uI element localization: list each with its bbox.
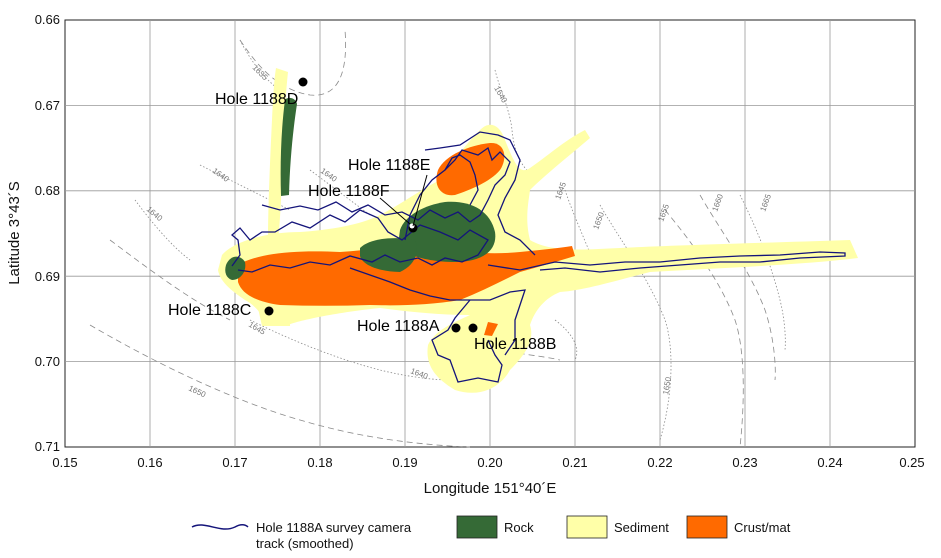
legend: Hole 1188A survey camera track (smoothed…: [191, 515, 791, 551]
callout-lines: [379, 174, 428, 227]
legend-track-label-line2: track (smoothed): [256, 536, 354, 551]
contour-line: [664, 209, 744, 448]
x-tick-label: 0.23: [732, 455, 757, 470]
legend-sediment-label: Sediment: [614, 520, 669, 535]
x-tick-label: 0.16: [137, 455, 162, 470]
y-tick-label: 0.68: [35, 183, 60, 198]
y-tick-label: 0.66: [35, 12, 60, 27]
camera-track: [230, 131, 846, 383]
x-tick-label: 0.22: [647, 455, 672, 470]
x-tick-label: 0.24: [817, 455, 842, 470]
contour-label-1650: 1650: [661, 376, 673, 396]
hole-label-1188D: Hole 1188D: [215, 91, 298, 108]
y-tick-label: 0.70: [35, 354, 60, 369]
camera-track-line: [431, 299, 503, 383]
hole-label-1188E: Hole 1188E: [348, 157, 430, 174]
contour-line: [494, 69, 541, 181]
x-tick-label: 0.18: [307, 455, 332, 470]
contour-line: [89, 324, 471, 448]
hole-marker-1188D: [298, 77, 308, 87]
y-axis-title: Latitude 3°43´S: [6, 181, 23, 285]
camera-track-line: [404, 146, 511, 241]
grid: [65, 20, 915, 447]
legend-crust-swatch: [686, 515, 728, 539]
contour-line: [699, 194, 776, 381]
contour-line: [249, 319, 506, 381]
contour-line: [239, 29, 346, 96]
camera-track-line: [444, 154, 479, 206]
camera-track-line: [470, 289, 526, 356]
camera-track-line: [424, 131, 536, 256]
x-tick-label: 0.21: [562, 455, 587, 470]
legend-sediment-swatch: [566, 515, 608, 539]
contour-line: [134, 199, 191, 261]
x-axis-ticks: 0.15 0.16 0.17 0.18 0.19 0.20 0.21 0.22 …: [52, 455, 924, 470]
hole-label-1188B: Hole 1188B: [474, 336, 556, 353]
x-tick-label: 0.25: [899, 455, 924, 470]
legend-track-swatch: [191, 524, 249, 530]
contour-line: [599, 204, 672, 441]
hole-marker-1188A: [451, 323, 461, 333]
camera-track-line: [487, 251, 846, 273]
crust-mat-zone: [238, 142, 575, 336]
contour-line: [109, 239, 231, 321]
x-tick-label: 0.20: [477, 455, 502, 470]
hole-label-1188C: Hole 1188C: [168, 302, 251, 319]
y-tick-label: 0.69: [35, 269, 60, 284]
hole-marker-1188B: [468, 323, 478, 333]
y-tick-label: 0.71: [35, 439, 60, 454]
legend-track-label-line1: Hole 1188A survey camera: [256, 520, 412, 535]
y-tick-label: 0.67: [35, 98, 60, 113]
hole-label-1188A: Hole 1188A: [357, 318, 440, 335]
x-tick-label: 0.19: [392, 455, 417, 470]
x-axis-title: Longitude 151°40´E: [424, 480, 557, 497]
y-axis-ticks: 0.66 0.67 0.68 0.69 0.70 0.71: [35, 12, 60, 454]
hole-marker-1188C: [264, 306, 274, 316]
bathymetry-contours: [89, 29, 786, 448]
camera-track-line: [349, 267, 470, 301]
x-tick-label: 0.17: [222, 455, 247, 470]
contour-line: [199, 164, 291, 211]
hole-labels: Hole 1188D Hole 1188E Hole 1188F Hole 11…: [168, 91, 556, 353]
legend-crust-label: Crust/mat: [734, 520, 791, 535]
camera-track-line: [230, 209, 489, 273]
x-tick-label: 0.15: [52, 455, 77, 470]
legend-rock-label: Rock: [504, 520, 534, 535]
contour-line: [554, 319, 578, 361]
camera-track-line: [261, 201, 471, 223]
legend-rock-swatch: [456, 515, 498, 539]
hole-markers: [264, 77, 478, 333]
hole-label-1188F: Hole 1188F: [308, 183, 390, 200]
